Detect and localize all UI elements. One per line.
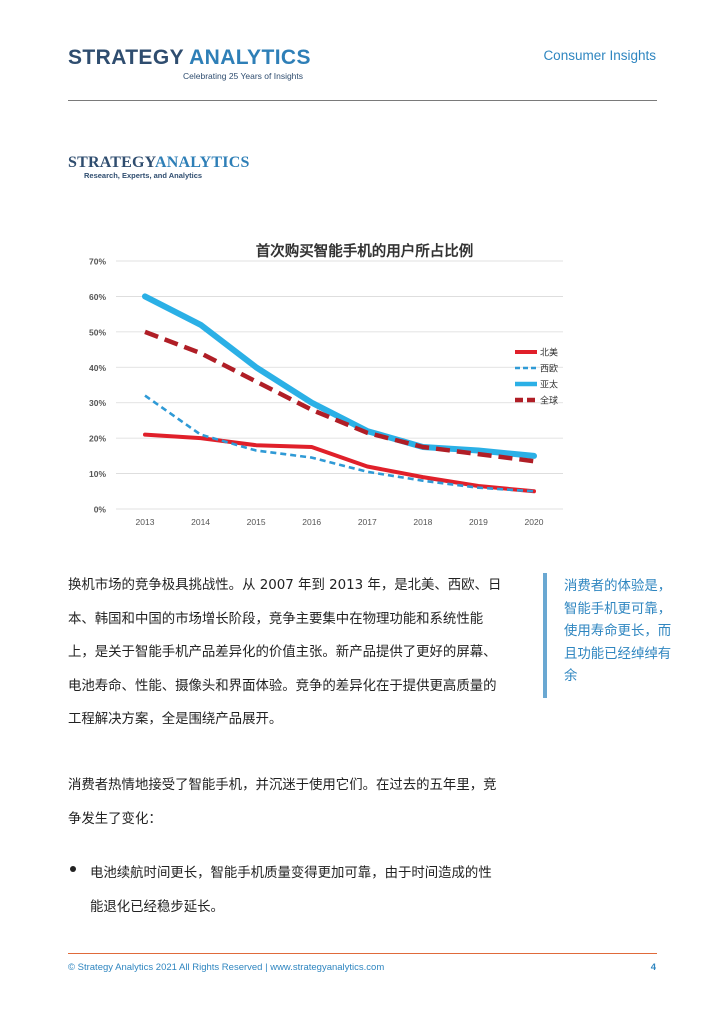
- y-tick-label: 40%: [89, 363, 106, 373]
- paragraph-1-line: 电池寿命、性能、摄像头和界面体验。竞争的差异化在于提供更高质量的: [68, 678, 497, 694]
- series-line: [143, 432, 536, 494]
- y-tick-label: 0%: [94, 505, 107, 515]
- x-tick-label: 2017: [358, 517, 377, 527]
- bullet-marker: [70, 866, 76, 872]
- series-line: [144, 394, 535, 493]
- y-tick-label: 20%: [89, 434, 106, 444]
- footer-copyright: © Strategy Analytics 2021 All Rights Res…: [68, 962, 385, 973]
- legend-label: 亚太: [540, 379, 558, 391]
- footer-divider: [68, 953, 657, 954]
- y-tick-label: 70%: [89, 257, 106, 267]
- x-tick-label: 2020: [525, 517, 544, 527]
- legend-label: 北美: [540, 347, 558, 359]
- x-tick-label: 2019: [469, 517, 488, 527]
- paragraph-2: 消费者热情地接受了智能手机，并沉迷于使用它们。在过去的五年里，竞 争发生了变化：: [68, 769, 508, 836]
- y-tick-label: 60%: [89, 292, 106, 302]
- header-logo: STRATEGY ANALYTICS: [68, 46, 311, 70]
- x-tick-label: 2013: [136, 517, 155, 527]
- series-line: [142, 293, 537, 459]
- header-tagline: Celebrating 25 Years of Insights: [183, 71, 304, 81]
- y-tick-label: 30%: [89, 398, 106, 408]
- paragraph-2-line: 争发生了变化：: [68, 811, 162, 827]
- paragraph-2-line: 消费者热情地接受了智能手机，并沉迷于使用它们。在过去的五年里，竞: [68, 778, 497, 793]
- bullet-line: 电池续航时间更长，智能手机质量变得更加可靠，由于时间造成的性: [90, 866, 492, 881]
- x-tick-label: 2016: [302, 517, 321, 527]
- header-divider: [68, 100, 657, 101]
- header-logo-part2: ANALYTICS: [189, 46, 311, 69]
- paragraph-1-line: 工程解决方案，全是围绕产品展开。: [68, 712, 283, 727]
- legend-label: 西欧: [540, 363, 558, 375]
- pullquote-text: 消费者的体验是，智能手机更可靠，使用寿命更长，而且功能已经绰绰有余: [564, 579, 672, 684]
- chart-logo-part2: ANALYTICS: [154, 154, 250, 171]
- pullquote-bar: [543, 573, 547, 698]
- chart-title: 首次购买智能手机的用户所占比例: [256, 242, 474, 260]
- line-chart: 首次购买智能手机的用户所占比例 0% 10% 20% 30% 40% 50% 60% 70% 20…: [89, 242, 563, 527]
- x-tick-label: 2015: [247, 517, 266, 527]
- chart-logo-part1: STRATEGY: [68, 154, 155, 171]
- header-section-title: Consumer Insights: [543, 48, 656, 63]
- chart-logo-subtitle: Research, Experts, and Analytics: [84, 171, 203, 180]
- bullet-line: 能退化已经稳步延长。: [90, 899, 224, 915]
- paragraph-1-line: 本、韩国和中国的市场增长阶段，竞争主要集中在物理功能和系统性能: [68, 611, 484, 627]
- chart-source-logo: STRATEGYANALYTICS: [68, 154, 250, 172]
- paragraph-1-line: 上，是关于智能手机产品差异化的价值主张。新产品提供了更好的屏幕、: [68, 645, 497, 660]
- bullet-item: 电池续航时间更长，智能手机质量变得更加可靠，由于时间造成的性 能退化已经稳步延长…: [90, 857, 510, 924]
- header-logo-part1: STRATEGY: [68, 46, 190, 69]
- paragraph-1: 换机市场的竞争极具挑战性。从 2007 年到 2013 年，是北美、西欧、日 本…: [68, 569, 508, 737]
- y-tick-label: 50%: [89, 327, 106, 337]
- y-tick-label: 10%: [89, 469, 106, 479]
- paragraph-1-line: 换机市场的竞争极具挑战性。从 2007 年到 2013 年，是北美、西欧、日: [68, 578, 502, 593]
- legend-label: 全球: [540, 395, 558, 407]
- series-line: [144, 329, 535, 464]
- page-number: 4: [650, 962, 656, 973]
- x-tick-label: 2014: [191, 517, 210, 527]
- x-tick-label: 2018: [413, 517, 432, 527]
